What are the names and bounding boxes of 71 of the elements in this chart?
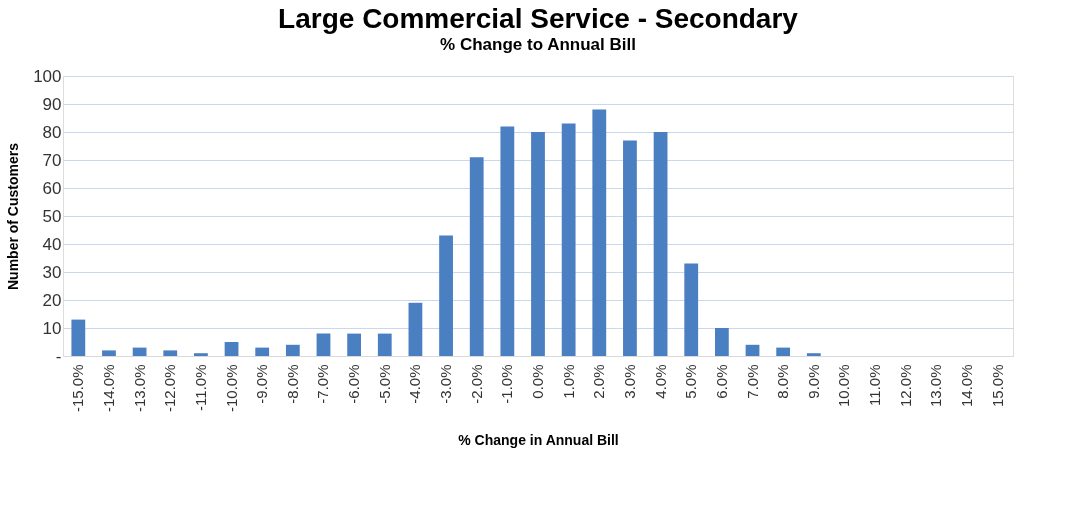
x-tick-label: 15.0% xyxy=(988,364,1006,408)
y-tick-label: 30 xyxy=(42,262,62,282)
x-tick-label: -1.0% xyxy=(498,364,516,404)
x-tick-label: -4.0% xyxy=(406,364,424,404)
x-tick-label: -12.0% xyxy=(161,364,179,413)
bar xyxy=(776,347,791,356)
x-tick-label: 2.0% xyxy=(590,364,608,399)
chart-subtitle: % Change to Annual Bill xyxy=(440,35,636,54)
x-tick-label: -9.0% xyxy=(253,364,271,404)
bar xyxy=(653,132,668,356)
bar xyxy=(163,350,178,356)
x-tick-label: -8.0% xyxy=(283,364,301,404)
bar xyxy=(102,350,116,356)
x-tick-label: 7.0% xyxy=(743,364,761,399)
x-tick-label: -15.0% xyxy=(69,364,87,413)
bar xyxy=(224,342,239,356)
y-tick-label: 100 xyxy=(33,66,62,86)
y-tick-label: 50 xyxy=(42,206,62,226)
bar xyxy=(561,123,576,356)
bar xyxy=(377,333,392,356)
x-tick-label: -14.0% xyxy=(99,364,117,413)
bar xyxy=(469,157,484,356)
bar xyxy=(439,235,453,356)
bar xyxy=(255,347,270,356)
chart-title: Large Commercial Service - Secondary xyxy=(278,3,799,34)
x-tick-label: -11.0% xyxy=(191,364,209,411)
bar xyxy=(684,263,699,356)
x-tick-label: 5.0% xyxy=(682,364,700,399)
x-tick-label: 12.0% xyxy=(896,364,914,408)
x-tick-label: 3.0% xyxy=(620,364,638,399)
x-tick-label: 4.0% xyxy=(651,364,669,399)
bar xyxy=(592,109,607,356)
x-tick-label: -13.0% xyxy=(130,364,148,413)
x-tick-label: 8.0% xyxy=(774,364,792,399)
bar xyxy=(132,347,147,356)
bar xyxy=(806,353,821,356)
x-tick-label: 14.0% xyxy=(958,364,976,408)
y-tick-label: 70 xyxy=(42,150,62,170)
y-tick-label: - xyxy=(55,346,62,366)
x-tick-label: 0.0% xyxy=(529,364,546,399)
x-tick-label: 6.0% xyxy=(712,364,730,399)
bar xyxy=(71,319,86,356)
x-tick-label: 11.0% xyxy=(866,364,884,406)
x-tick-label: -2.0% xyxy=(467,364,485,404)
x-tick-label: 9.0% xyxy=(804,364,822,399)
x-tick-label: -7.0% xyxy=(314,364,332,404)
x-tick-label: 10.0% xyxy=(835,364,853,408)
y-axis-title: Number of Customers xyxy=(5,142,22,291)
bar xyxy=(194,353,208,356)
bar xyxy=(316,333,331,356)
x-tick-label: 1.0% xyxy=(559,364,577,399)
x-axis-title: % Change in Annual Bill xyxy=(458,432,619,449)
y-tick-label: 40 xyxy=(42,234,62,254)
y-tick-label: 20 xyxy=(42,290,62,310)
x-tick-label: 13.0% xyxy=(927,364,945,408)
y-tick-label: 60 xyxy=(42,178,62,198)
bar xyxy=(714,328,729,356)
bar xyxy=(500,126,515,356)
x-tick-label: -5.0% xyxy=(375,364,393,404)
bar xyxy=(285,344,300,356)
x-tick-label: -6.0% xyxy=(345,364,363,404)
x-tick-label: -10.0% xyxy=(222,364,240,413)
bar xyxy=(347,333,362,356)
x-tick-label: -3.0% xyxy=(437,364,455,404)
bar xyxy=(408,302,423,356)
bar xyxy=(531,132,545,356)
bar xyxy=(623,140,637,356)
y-tick-label: 90 xyxy=(42,94,62,114)
y-tick-label: 80 xyxy=(42,122,62,142)
y-tick-label: 10 xyxy=(42,318,62,338)
bar xyxy=(745,344,760,356)
